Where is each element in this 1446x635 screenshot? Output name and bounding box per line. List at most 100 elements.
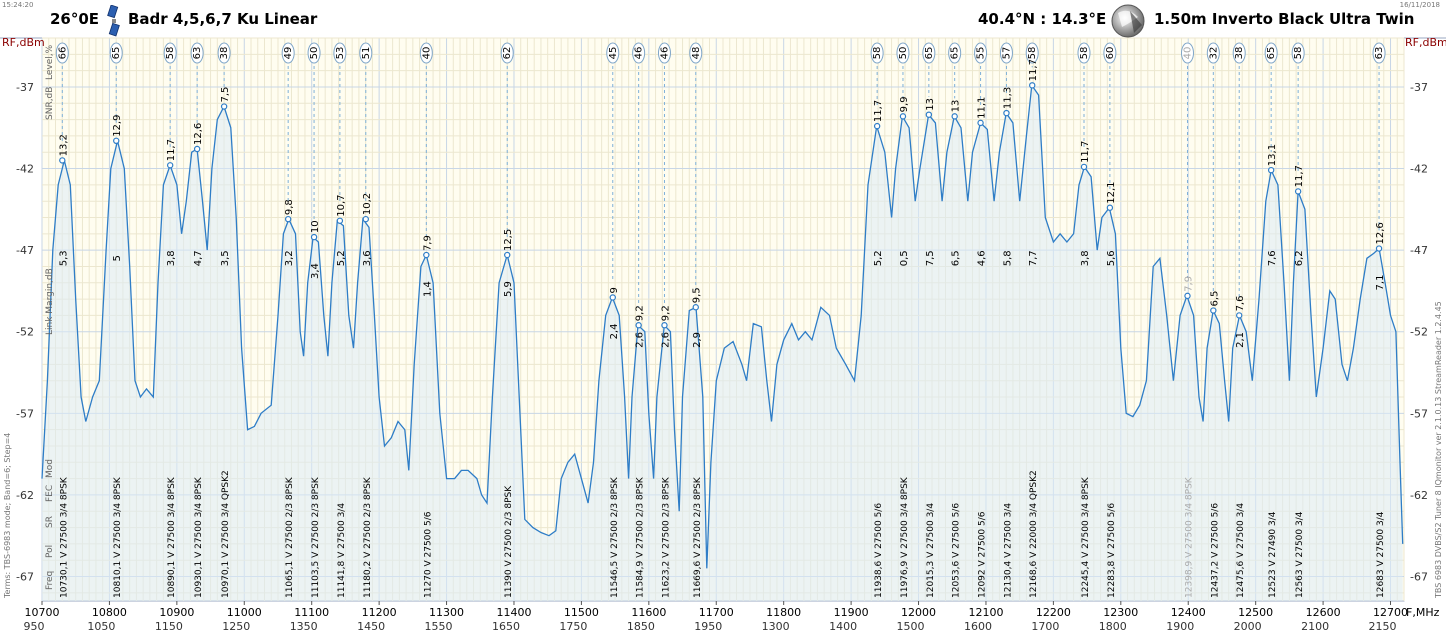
- level-badge: [999, 42, 1013, 64]
- peak-marker: [1184, 292, 1191, 300]
- if-tick-label: 1250: [222, 620, 250, 633]
- margin-value: 6,2: [1294, 250, 1305, 266]
- level-badge: [1372, 42, 1386, 64]
- peak-marker: [609, 294, 616, 301]
- if-tick-label: 1550: [425, 620, 453, 633]
- snr-value: 12,5: [503, 229, 514, 251]
- margin-value: 5,3: [58, 250, 69, 266]
- level-value: 46: [634, 47, 645, 60]
- y-tick-label-left: -52: [16, 326, 34, 339]
- y-tick-label-left: -57: [16, 407, 34, 420]
- peak-marker: [1080, 163, 1088, 171]
- level-value: 58: [872, 47, 883, 60]
- x-tick-label: 11500: [564, 606, 599, 619]
- snr-value: 7,9: [422, 235, 433, 251]
- x-tick-label: 11200: [362, 606, 397, 619]
- level-badge: [1103, 42, 1117, 64]
- snr-value: 12,1: [1106, 181, 1117, 203]
- level-value: 63: [1374, 47, 1385, 60]
- transponder-params: 11584,9 V 27500 2/3 8PSK: [636, 476, 646, 598]
- date-stamp: 16/11/2018: [1399, 1, 1440, 9]
- y-tick-label-left: -42: [16, 163, 34, 176]
- param-row-label-1: Pol: [45, 545, 55, 558]
- y-axis-label-right: RF,dBm: [1405, 36, 1446, 49]
- snr-value: 13,1: [1267, 144, 1278, 166]
- dish-info: 1.50m Inverto Black Ultra Twin: [1154, 10, 1415, 28]
- level-badge: [606, 42, 620, 64]
- peak-marker: [113, 137, 120, 145]
- transponder-params: 12053,6 V 27500 5/6: [952, 503, 962, 598]
- level-value: 50: [898, 47, 909, 60]
- level-row-label: Level,%: [45, 44, 55, 80]
- margin-value: 2,6: [635, 332, 646, 348]
- transponder-params: 12437,2 V 27500 5/6: [1210, 503, 1220, 598]
- level-value: 58: [1027, 47, 1038, 60]
- level-value: 60: [1105, 47, 1116, 60]
- margin-value: 0,5: [899, 250, 910, 266]
- snr-value: 12,6: [1375, 222, 1386, 244]
- snr-value: 9,2: [660, 305, 671, 321]
- peak-marker: [661, 322, 668, 329]
- level-badge: [657, 42, 671, 64]
- transponder-params: 12015,3 V 27500 3/4: [926, 503, 936, 598]
- margin-value: 3,6: [362, 250, 373, 266]
- y-tick-label-left: -37: [16, 81, 34, 94]
- peak-marker: [1210, 307, 1217, 314]
- level-value: 32: [1208, 47, 1219, 60]
- x-tick-label: 12300: [1103, 606, 1138, 619]
- peak-marker: [925, 111, 933, 118]
- y-tick-label-right: -62: [1410, 489, 1428, 502]
- transponder-params: 11938,6 V 27500 5/6: [874, 503, 884, 598]
- snr-value: 11,3: [1002, 87, 1013, 109]
- peak-marker: [59, 157, 66, 164]
- snr-value: 9,9: [899, 96, 910, 112]
- peak-marker: [310, 233, 318, 241]
- transponder-params: 11623,2 V 27500 2/3 8PSK: [661, 476, 671, 598]
- transponder-params: 11669,6 V 27500 2/3 8PSK: [693, 476, 703, 598]
- satellite-name: Badr 4,5,6,7 Ku Linear: [128, 10, 318, 28]
- snr-row-label: SNR,dB: [45, 87, 55, 120]
- peak-marker: [1267, 166, 1275, 174]
- snr-value: 13: [925, 98, 936, 111]
- peak-marker: [951, 113, 958, 120]
- snr-value: 9,2: [635, 305, 646, 321]
- transponder-params: 11390 V 27500 2/3 8PSK: [504, 485, 514, 598]
- transponder-params: 11180,2 V 27500 2/3 8PSK: [363, 476, 373, 598]
- snr-value: 13: [951, 100, 962, 113]
- snr-value: 11,1: [977, 97, 988, 119]
- y-tick-label-right: -42: [1410, 163, 1428, 176]
- if-tick-label: 1450: [357, 620, 385, 633]
- margin-value: 3,4: [310, 263, 321, 279]
- transponder-params: 12398,9 V 27500 3/4 8PSK: [1184, 476, 1194, 598]
- snr-value: 6,5: [1209, 291, 1220, 307]
- if-tick-label: 1700: [1031, 620, 1059, 633]
- level-badge: [163, 42, 177, 64]
- level-value: 66: [57, 47, 68, 60]
- snr-value: 13,2: [58, 134, 69, 156]
- peak-marker: [362, 215, 369, 223]
- margin-value: 4,7: [193, 250, 204, 266]
- snr-value: 7,6: [1235, 296, 1246, 312]
- x-tick-label: 11300: [429, 606, 464, 619]
- snr-value: 12,9: [112, 115, 123, 137]
- peak-marker: [635, 322, 642, 329]
- transponder-params: 12130,4 V 27500 3/4: [1003, 503, 1013, 598]
- margin-value: 3,2: [284, 250, 295, 266]
- level-value: 40: [1182, 47, 1193, 60]
- if-tick-label: 950: [24, 620, 45, 633]
- y-tick-label-left: -62: [16, 489, 34, 502]
- level-value: 40: [421, 47, 432, 60]
- if-tick-label: 2100: [1301, 620, 1329, 633]
- transponder-params: 12683 V 27500 3/4: [1376, 511, 1386, 598]
- level-badge: [1206, 42, 1220, 64]
- orbital-position: 26°0E: [50, 10, 100, 28]
- transponder-params: 12563 V 27500 3/4: [1295, 511, 1305, 598]
- transponder-params: 12523 V 27490 3/4: [1268, 511, 1278, 598]
- margin-value: 3,8: [1080, 250, 1091, 266]
- snr-value: 10,2: [362, 193, 373, 215]
- snr-value: 9,5: [692, 287, 703, 303]
- level-value: 65: [924, 47, 935, 60]
- status-side-text: Terms: TBS-6983 mode; Band=6; Step=4: [3, 433, 12, 599]
- x-axis-label: F,MHz: [1406, 606, 1440, 619]
